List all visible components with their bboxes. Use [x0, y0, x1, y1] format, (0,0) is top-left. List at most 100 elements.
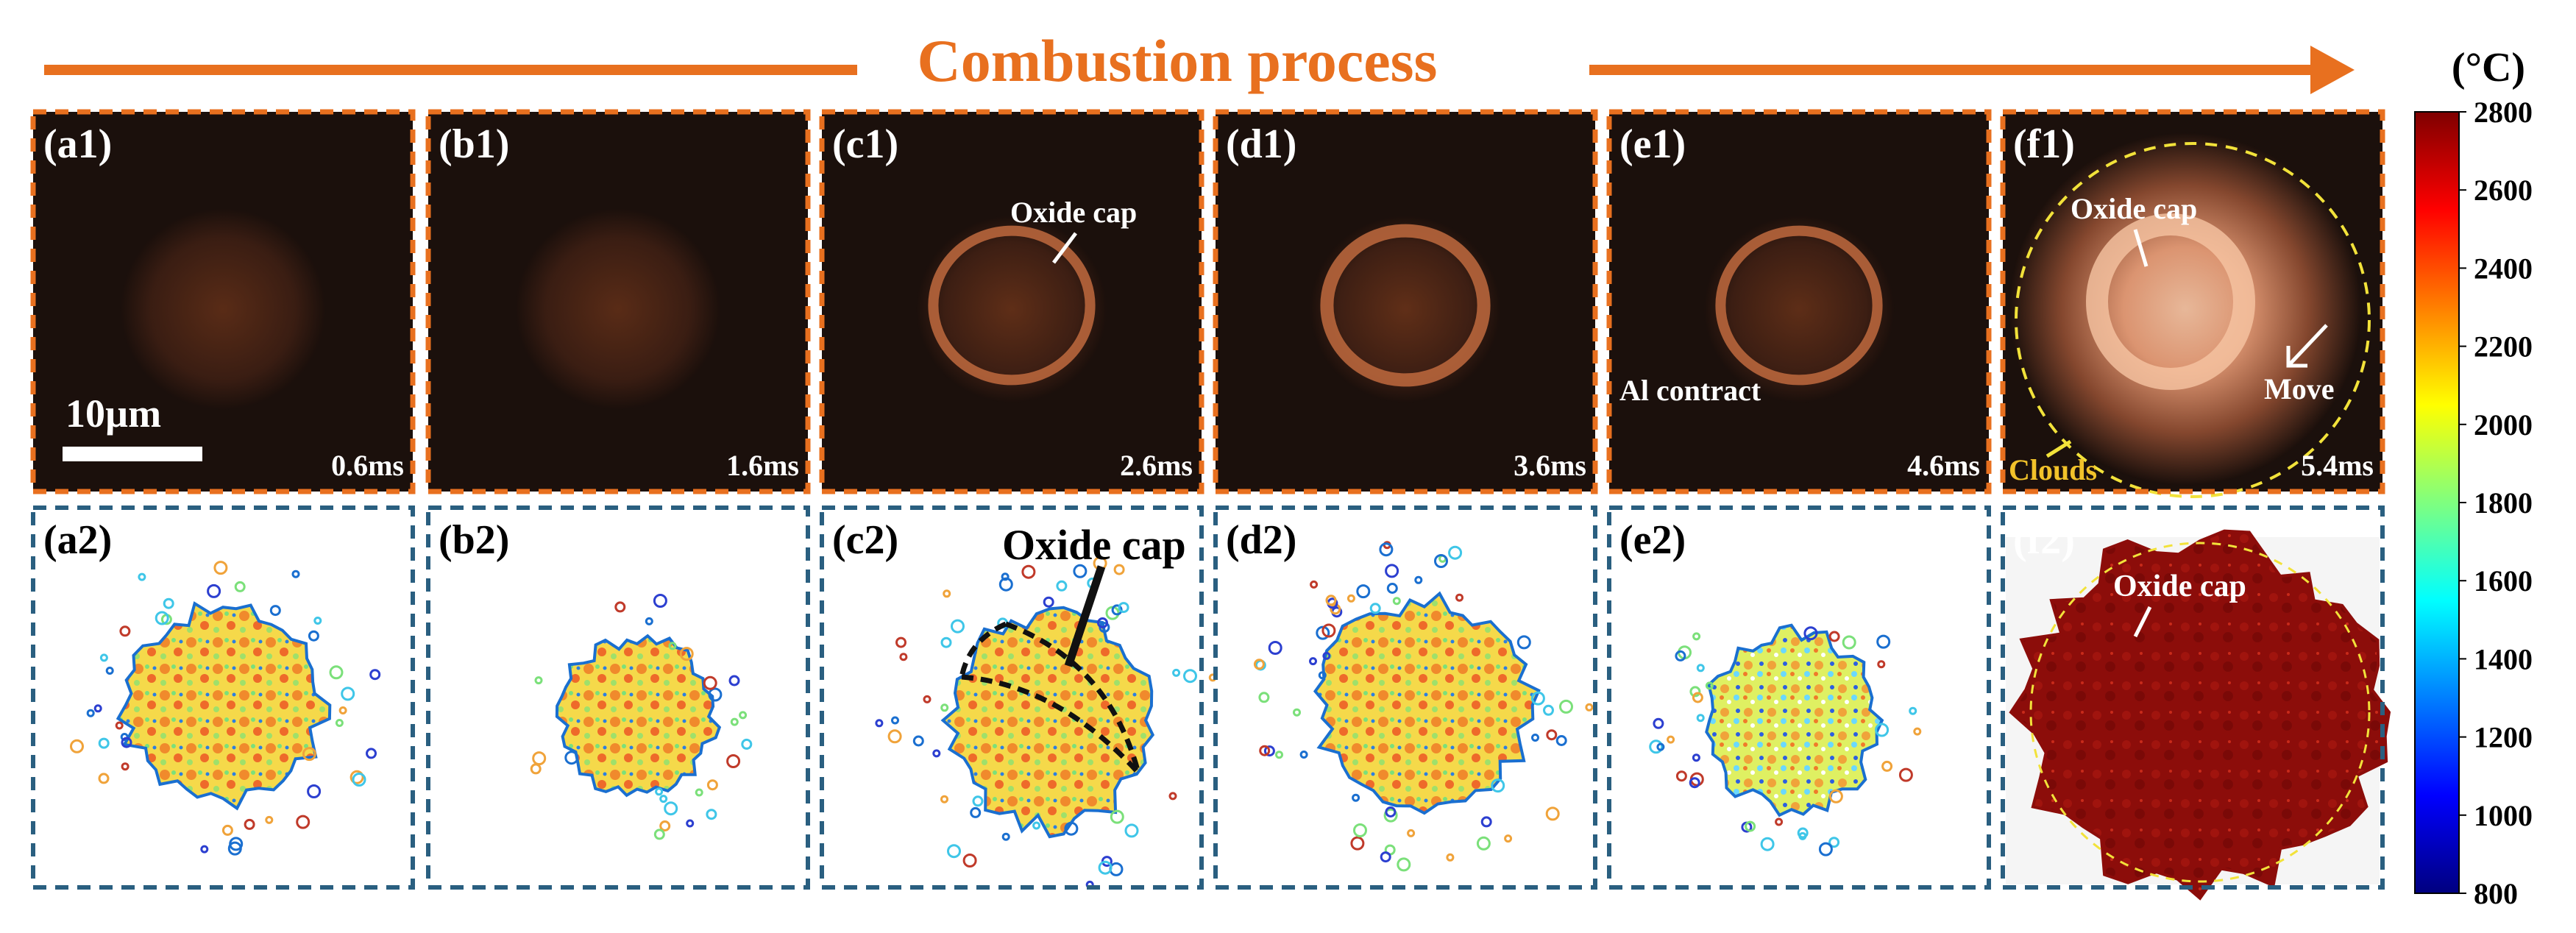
speckle [352, 773, 366, 787]
photo-panel: (e1) 4.6ms [1606, 109, 1992, 494]
speckle [1675, 650, 1686, 661]
time-label: 1.6ms [726, 449, 799, 482]
panel-label: (a1) [43, 121, 112, 167]
particle-glow [120, 207, 326, 411]
speckle [726, 754, 741, 768]
speckle [1585, 703, 1594, 712]
panel-frame [1606, 109, 1992, 494]
speckle [1898, 767, 1913, 782]
temperature-map-panel: (b2) [426, 505, 810, 890]
speckle [1310, 580, 1319, 589]
speckle [1183, 669, 1197, 684]
speckle [1745, 820, 1756, 832]
speckle [366, 748, 377, 759]
speckle [1073, 564, 1087, 578]
speckle [1032, 821, 1041, 830]
panel-frame [1213, 109, 1598, 494]
colorbar-tick-label: 800 [2474, 877, 2518, 910]
speckle [99, 653, 108, 662]
annotation-pointer [1064, 565, 1106, 667]
annotation-oxide-cap: Oxide cap [1002, 521, 1186, 569]
speckle [341, 687, 355, 701]
speckle [1760, 837, 1775, 851]
speckle [645, 617, 653, 625]
panel-frame [2001, 505, 2385, 890]
panel-label: (b2) [439, 517, 509, 563]
speckle [1379, 542, 1394, 557]
speckle [614, 601, 626, 613]
colorbar: (°C) 2800 2600 2400 2200 2000 1800 1600 1400 120… [2414, 45, 2533, 910]
temperature-blob [555, 634, 722, 798]
photo-panel: (a1) 0.6ms [30, 109, 416, 494]
colorbar-scale [2414, 111, 2460, 894]
speckle [1476, 836, 1491, 851]
speckle [1797, 827, 1809, 839]
speckle [329, 665, 344, 680]
speckle [1385, 806, 1397, 817]
temperature-map-panel: (f2) [2001, 505, 2391, 901]
speckle [899, 653, 908, 661]
speckle [155, 611, 169, 625]
speckle [728, 675, 740, 687]
panel-frame [30, 109, 416, 494]
colorbar-tick-label: 1600 [2474, 564, 2533, 597]
speckle [1021, 564, 1036, 579]
particle-ring [928, 225, 1096, 386]
speckle [1346, 594, 1355, 603]
annotation-pointer [2133, 229, 2149, 267]
speckle [1649, 739, 1664, 754]
speckle [1696, 714, 1705, 723]
photo-panel: (f1) 5.4ms [2000, 109, 2385, 498]
speckle [1842, 635, 1856, 650]
speckle [207, 583, 221, 598]
speckle [679, 647, 694, 661]
speckle [1321, 623, 1336, 638]
speckle [1877, 660, 1886, 669]
speckle [1875, 723, 1890, 737]
particle-ring [1715, 225, 1883, 386]
panel-frame [425, 109, 811, 494]
top-row: (a1) 0.6ms (b1) 1.6ms (c1) 2.6ms (d1) 3.6ms (e1)… [30, 109, 2385, 498]
arrow-head-icon [2310, 46, 2355, 94]
speckle [1369, 603, 1381, 614]
speckle [234, 581, 246, 592]
panel-label: (b1) [439, 121, 509, 167]
colorbar-ticks: 2800 2600 2400 2200 2000 1800 1600 1400 1200 1000… [2459, 96, 2533, 910]
time-label: 3.6ms [1514, 449, 1586, 482]
speckle [1110, 809, 1124, 824]
panel-label: (c1) [832, 121, 898, 167]
speckle [664, 801, 678, 816]
speckle [265, 815, 274, 824]
panel-label: (f1) [2013, 121, 2075, 167]
speckle [1689, 777, 1700, 789]
speckle [940, 703, 949, 712]
speckle [1353, 823, 1367, 837]
speckle [1380, 851, 1391, 863]
speckle [695, 788, 703, 797]
speckle [1293, 708, 1301, 717]
colorbar-tick-label: 1800 [2474, 486, 2533, 519]
speckle [951, 619, 965, 634]
particle-glow [1703, 215, 1895, 403]
speckle [1828, 837, 1840, 848]
speckle [1667, 735, 1675, 744]
panel-label: (e1) [1619, 121, 1686, 167]
colorbar-tick-label: 2800 [2474, 96, 2533, 129]
speckle [335, 719, 344, 727]
speckle [1397, 857, 1411, 872]
time-label: 5.4ms [2301, 449, 2374, 482]
speckle [1386, 583, 1398, 594]
panel-frame [426, 505, 810, 890]
header: Combustion process [44, 27, 2355, 94]
panel-frame [31, 505, 415, 890]
speckle [1653, 717, 1664, 729]
scale-label: 10µm [65, 391, 161, 436]
speckle [1803, 626, 1818, 641]
speckle [1309, 657, 1317, 666]
speckle [1692, 692, 1703, 703]
panel-frame [2000, 109, 2385, 494]
speckle [1098, 860, 1113, 875]
panel-label: (c2) [832, 517, 898, 563]
temperature-map-panel: (c2) [820, 505, 1217, 890]
speckle [350, 770, 364, 784]
